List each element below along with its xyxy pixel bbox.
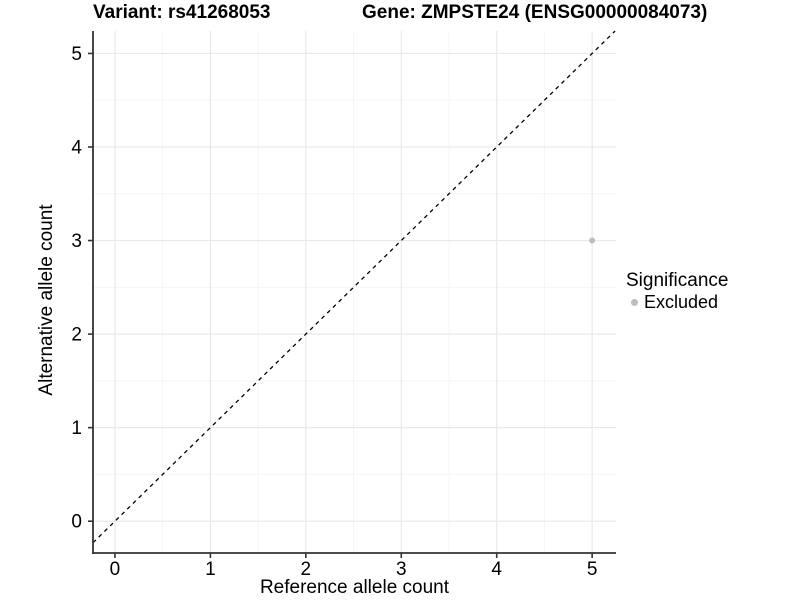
x-tick-label: 1	[205, 559, 216, 580]
x-tick-label: 2	[301, 559, 312, 580]
plot-title-variant: Variant: rs41268053	[93, 2, 271, 23]
legend-point-icon	[631, 299, 638, 306]
x-tick-label: 3	[396, 559, 407, 580]
x-tick-label: 5	[587, 559, 598, 580]
y-tick-label: 1	[71, 418, 82, 439]
identity-line	[92, 30, 616, 544]
y-tick-label: 4	[71, 138, 82, 159]
y-tick-label: 5	[71, 44, 82, 65]
y-axis-title: Alternative allele count	[36, 204, 57, 396]
legend-entry-label: Excluded	[644, 292, 719, 312]
y-tick-label: 0	[71, 512, 82, 533]
x-axis-title: Reference allele count	[260, 577, 450, 598]
x-tick-label: 0	[110, 559, 121, 580]
y-tick-label: 3	[71, 231, 82, 252]
plot-title-gene: Gene: ZMPSTE24 (ENSG00000084073)	[362, 2, 708, 23]
legend-title: Significance	[626, 270, 729, 291]
y-tick-label: 2	[71, 325, 82, 346]
legend: Significance Excluded	[626, 270, 728, 313]
data-point	[589, 237, 596, 244]
x-tick-label: 4	[491, 559, 502, 580]
legend-entry-excluded: Excluded	[626, 292, 728, 313]
